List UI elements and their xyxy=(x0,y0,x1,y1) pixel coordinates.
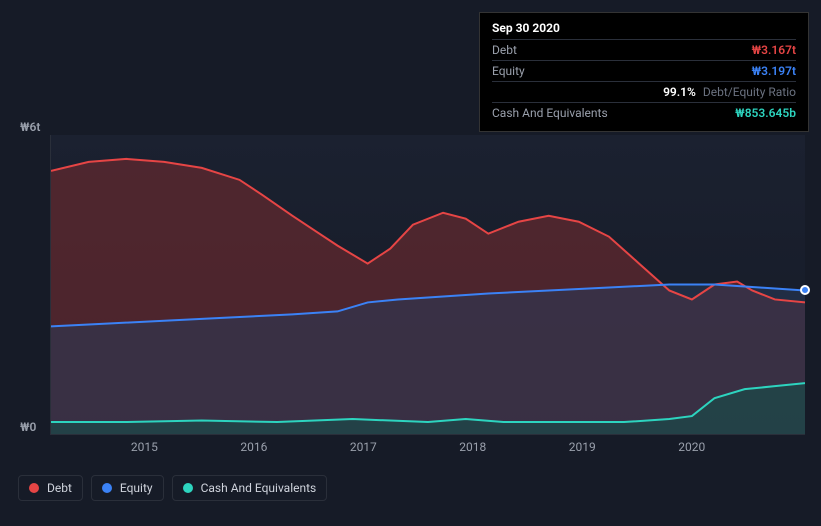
x-tick: 2015 xyxy=(131,440,158,454)
tooltip-row-equity: Equity ₩3.197t xyxy=(492,60,796,81)
tooltip-value-equity: ₩3.197t xyxy=(752,64,796,78)
chart-svg xyxy=(51,135,805,434)
legend-swatch-equity xyxy=(102,483,112,493)
legend-swatch-debt xyxy=(29,483,39,493)
legend-item-cash[interactable]: Cash And Equivalents xyxy=(172,475,328,501)
x-tick: 2020 xyxy=(678,440,705,454)
tooltip-label-debt: Debt xyxy=(492,43,752,57)
y-axis-bottom-label: ₩0 xyxy=(20,420,36,434)
tooltip-row-ratio: 99.1% Debt/Equity Ratio xyxy=(492,81,796,102)
legend-item-equity[interactable]: Equity xyxy=(91,475,164,501)
legend-label-debt: Debt xyxy=(47,481,72,495)
legend: Debt Equity Cash And Equivalents xyxy=(18,475,327,501)
tooltip-ratio-pct: 99.1% xyxy=(663,85,696,99)
tooltip-ratio-label: Debt/Equity Ratio xyxy=(703,85,796,99)
tooltip-label-equity: Equity xyxy=(492,64,752,78)
chart-plot[interactable] xyxy=(50,135,805,435)
series-end-marker xyxy=(800,285,810,295)
x-tick: 2018 xyxy=(459,440,486,454)
legend-swatch-cash xyxy=(183,483,193,493)
y-axis-top-label: ₩6t xyxy=(20,120,40,134)
tooltip-value-cash: ₩853.645b xyxy=(735,106,796,120)
tooltip-date: Sep 30 2020 xyxy=(492,21,796,39)
tooltip-panel: Sep 30 2020 Debt ₩3.167t Equity ₩3.197t … xyxy=(479,12,809,132)
legend-item-debt[interactable]: Debt xyxy=(18,475,83,501)
x-axis: 2015 2016 2017 2018 2019 2020 xyxy=(50,440,805,460)
tooltip-row-debt: Debt ₩3.167t xyxy=(492,39,796,60)
x-tick: 2017 xyxy=(350,440,377,454)
tooltip-row-cash: Cash And Equivalents ₩853.645b xyxy=(492,102,796,123)
x-tick: 2019 xyxy=(569,440,596,454)
legend-label-cash: Cash And Equivalents xyxy=(201,481,317,495)
x-tick: 2016 xyxy=(240,440,267,454)
tooltip-label-cash: Cash And Equivalents xyxy=(492,106,735,120)
tooltip-value-debt: ₩3.167t xyxy=(752,43,796,57)
legend-label-equity: Equity xyxy=(120,481,153,495)
